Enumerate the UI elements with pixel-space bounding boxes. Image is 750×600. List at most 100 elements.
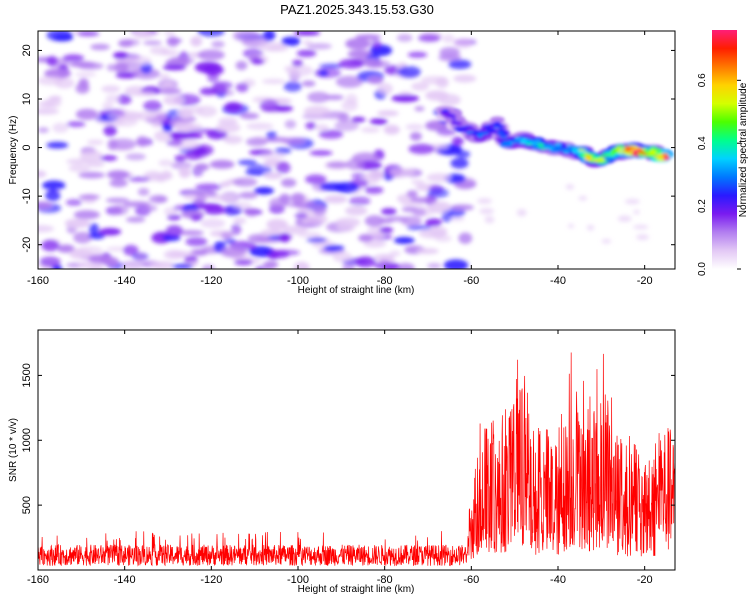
- noise-blob: [163, 95, 184, 106]
- noise-blob: [335, 75, 364, 88]
- signal-mark: [554, 143, 562, 146]
- noise-blob: [338, 58, 365, 69]
- noise-blob: [396, 263, 415, 269]
- noise-blob: [323, 244, 345, 252]
- signal-peak: [441, 109, 449, 113]
- noise-blob: [381, 208, 397, 215]
- noise-blob: [284, 119, 297, 129]
- noise-blob: [290, 192, 306, 204]
- noise-blob: [411, 82, 429, 91]
- noise-blob: [263, 261, 279, 268]
- noise-blob: [38, 76, 64, 86]
- noise-blob: [334, 182, 359, 194]
- noise-blob: [218, 117, 238, 126]
- noise-blob: [318, 129, 344, 139]
- noise-blob: [62, 54, 85, 62]
- noise-blob: [262, 78, 286, 84]
- noise-blob: [113, 51, 129, 59]
- noise-blob: [305, 122, 317, 130]
- noise-blob: [88, 223, 100, 235]
- noise-blob: [174, 154, 186, 162]
- noise-blob: [239, 191, 258, 199]
- colorbar-tick-label: 0.2: [697, 199, 708, 213]
- spectrogram-x-axis: -160 -140 -120 -100 -80 -60 -40 -20: [27, 31, 653, 287]
- signal-mark: [545, 143, 554, 146]
- noise-blob: [309, 150, 333, 156]
- noise-blob: [367, 59, 384, 68]
- noise-blob: [417, 33, 441, 43]
- y-tick-label: -10: [21, 188, 33, 204]
- noise-blob: [429, 226, 448, 237]
- noise-blob: [211, 40, 225, 48]
- noise-blob: [578, 195, 588, 201]
- noise-blob: [68, 164, 91, 173]
- noise-blob: [453, 74, 477, 83]
- signal-mark: [643, 150, 652, 153]
- noise-blob: [220, 232, 233, 240]
- noise-blob: [122, 38, 140, 47]
- noise-blob: [450, 204, 475, 211]
- noise-blob: [272, 249, 300, 256]
- noise-blob: [260, 229, 283, 237]
- noise-blob: [274, 105, 294, 112]
- noise-blob: [280, 178, 297, 188]
- noise-blob: [190, 36, 203, 47]
- noise-blob: [117, 94, 132, 105]
- signal-mark: [653, 155, 663, 158]
- noise-blob: [143, 40, 162, 46]
- noise-blob: [318, 69, 329, 77]
- noise-blob: [166, 36, 179, 47]
- signal-mark: [532, 143, 538, 145]
- noise-blob: [207, 73, 219, 83]
- noise-blob: [382, 263, 401, 269]
- signal-peak: [662, 156, 670, 161]
- signal-mark: [497, 128, 507, 133]
- signal-mark: [474, 131, 480, 134]
- noise-blob: [407, 51, 428, 58]
- signal-mark: [485, 129, 492, 132]
- noise-blob: [148, 194, 168, 204]
- noise-blob: [334, 120, 360, 132]
- noise-blob: [135, 252, 147, 261]
- noise-blob: [151, 232, 172, 244]
- signal-mark: [467, 130, 475, 133]
- noise-blob: [274, 147, 292, 155]
- noise-blob: [45, 189, 61, 202]
- noise-blob: [268, 197, 288, 210]
- signal-peak: [493, 121, 501, 126]
- noise-blob: [137, 187, 150, 196]
- noise-blob: [181, 123, 203, 130]
- noise-blob: [389, 250, 401, 257]
- noise-blob: [57, 244, 75, 253]
- noise-blob: [167, 214, 181, 221]
- signal-mark: [599, 155, 608, 158]
- signal-peak: [476, 133, 484, 138]
- noise-blob: [99, 227, 122, 236]
- signal-mark: [618, 151, 628, 154]
- noise-blob: [312, 204, 327, 216]
- signal-peak: [519, 138, 527, 143]
- noise-blob: [300, 213, 328, 225]
- snr-series-line: [38, 352, 675, 567]
- noise-blob: [633, 224, 649, 230]
- noise-blob: [232, 201, 252, 210]
- noise-blob: [324, 195, 348, 204]
- signal-mark: [606, 154, 610, 157]
- x-tick-label: -40: [550, 275, 566, 287]
- noise-blob: [484, 216, 495, 224]
- noise-blob: [383, 124, 400, 135]
- noise-blob: [137, 111, 157, 122]
- signal-peak: [554, 145, 562, 150]
- noise-blob: [246, 122, 274, 130]
- noise-blob: [408, 143, 435, 155]
- noise-blob: [258, 41, 286, 52]
- noise-blob: [441, 210, 453, 223]
- noise-blob: [345, 38, 371, 50]
- x-tick-label: -80: [377, 275, 393, 287]
- noise-blob: [345, 93, 358, 105]
- noise-blob: [171, 263, 193, 269]
- noise-blob: [178, 167, 191, 178]
- signal-mark: [515, 137, 521, 140]
- noise-blob: [39, 256, 61, 267]
- noise-blob: [162, 64, 186, 71]
